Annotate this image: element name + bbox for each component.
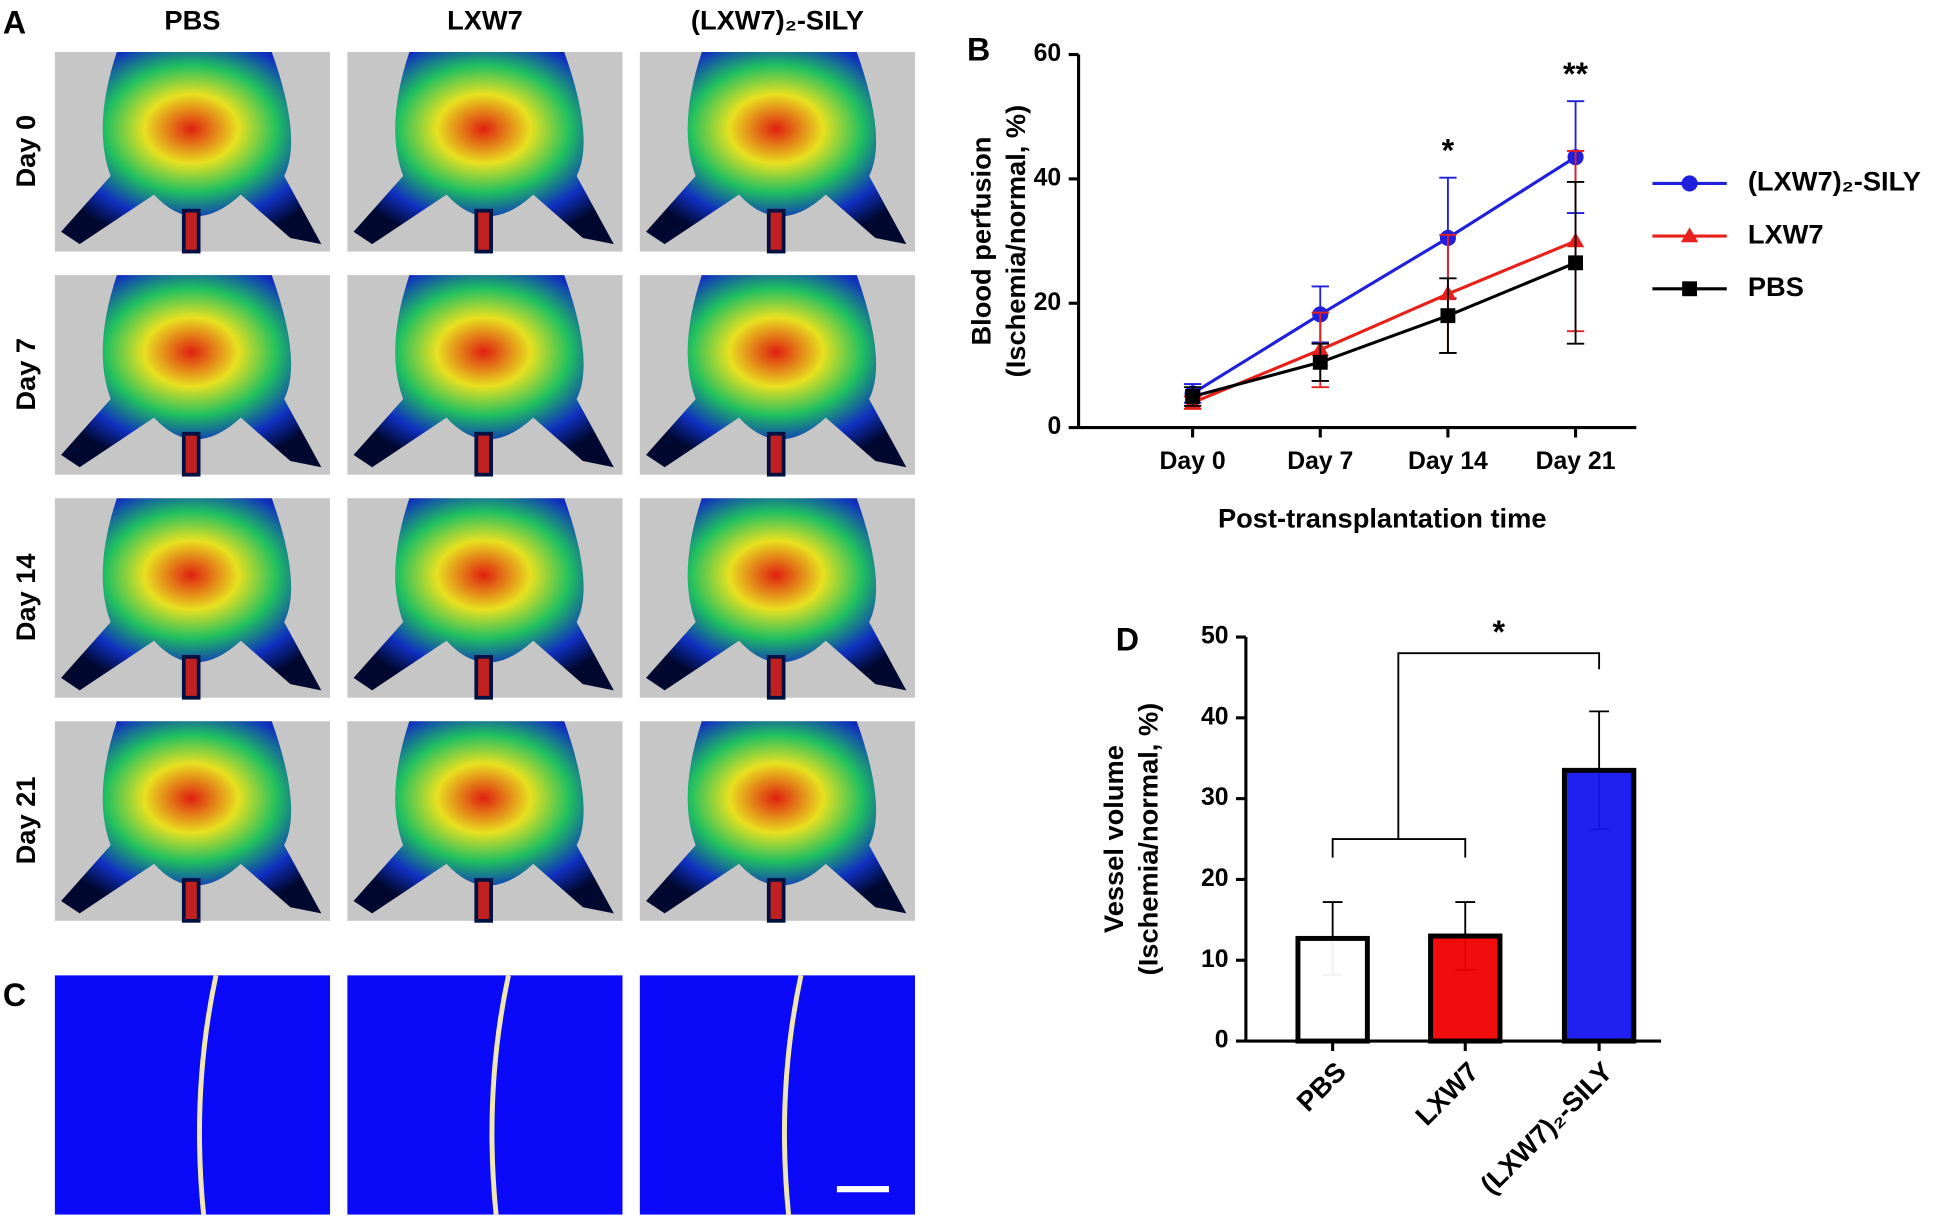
perfusion-tail bbox=[181, 878, 201, 923]
x-tick-label: LXW7 bbox=[1409, 1056, 1484, 1131]
row-label: Day 14 bbox=[10, 553, 41, 642]
marker bbox=[1185, 389, 1201, 404]
vessel-image bbox=[54, 975, 331, 1215]
y-tick-label: 40 bbox=[1201, 703, 1229, 730]
x-tick-label: Day 7 bbox=[1287, 448, 1353, 475]
x-axis-label: Post-transplantation time bbox=[1218, 503, 1547, 534]
series-line bbox=[1191, 155, 1577, 395]
perfusion-tail bbox=[766, 878, 786, 923]
perfusion-tail bbox=[766, 654, 786, 700]
perfusion-tail bbox=[181, 654, 201, 700]
perfusion-body bbox=[646, 52, 907, 245]
x-tick-label: (LXW7)₂-SILY bbox=[1474, 1056, 1618, 1200]
legend-label: PBS bbox=[1748, 271, 1804, 302]
y-tick-label: 20 bbox=[1201, 865, 1229, 892]
perfusion-body bbox=[61, 275, 322, 468]
charts: B 0 20 40 60 Day 0 Day 7 Day 14 Day 21 Post-trans… bbox=[965, 32, 1921, 1200]
perfusion-tail bbox=[474, 654, 493, 700]
perfusion-body bbox=[353, 52, 614, 245]
perfusion-body bbox=[61, 52, 322, 245]
legend-label: LXW7 bbox=[1748, 218, 1824, 249]
perfusion-tail bbox=[181, 431, 201, 477]
perfusion-tail bbox=[474, 878, 493, 923]
perfusion-body bbox=[61, 721, 322, 914]
perfusion-body bbox=[646, 275, 907, 468]
row-label: Day 0 bbox=[10, 115, 41, 188]
marker bbox=[1568, 255, 1583, 271]
vessel-image bbox=[639, 975, 915, 1215]
y-axis-label: (Ischemia/normal, %) bbox=[1133, 703, 1164, 976]
perfusion-body bbox=[353, 498, 614, 691]
vessel-image bbox=[347, 975, 623, 1215]
column-header: PBS bbox=[164, 5, 220, 36]
marker bbox=[1440, 308, 1456, 324]
bar bbox=[1561, 767, 1637, 1044]
perfusion-tail bbox=[474, 208, 493, 254]
column-header: (LXW7)₂-SILY bbox=[691, 5, 864, 36]
perfusion-tail bbox=[474, 431, 493, 477]
y-tick-label: 0 bbox=[1215, 1027, 1229, 1054]
perfusion-body bbox=[353, 275, 614, 468]
legend-marker bbox=[1682, 281, 1698, 297]
significance: ** bbox=[1563, 56, 1589, 92]
perfusion-tail bbox=[766, 208, 786, 254]
significance: * bbox=[1492, 614, 1505, 650]
x-tick-label: Day 14 bbox=[1408, 448, 1488, 475]
y-tick-label: 30 bbox=[1201, 784, 1229, 811]
bar bbox=[1295, 935, 1370, 1044]
perfusion-tail bbox=[766, 431, 786, 477]
y-tick-label: 60 bbox=[1034, 40, 1062, 67]
bar bbox=[1428, 933, 1503, 1044]
legend-marker bbox=[1680, 227, 1699, 243]
significance: * bbox=[1442, 132, 1455, 168]
x-tick-label: Day 0 bbox=[1160, 448, 1226, 475]
series-line bbox=[1192, 239, 1577, 405]
column-header: LXW7 bbox=[447, 5, 523, 36]
marker bbox=[1312, 354, 1328, 370]
perfusion-body bbox=[61, 498, 322, 691]
y-tick-label: 10 bbox=[1201, 946, 1229, 973]
row-label: Day 7 bbox=[10, 338, 41, 411]
y-tick-label: 50 bbox=[1201, 623, 1229, 650]
legend-marker bbox=[1681, 175, 1698, 192]
vessel bbox=[489, 974, 511, 1215]
y-axis-label: (Ischemia/normal, %) bbox=[1000, 105, 1031, 378]
panel-letter: C bbox=[3, 977, 26, 1013]
x-tick-label: PBS bbox=[1290, 1056, 1352, 1118]
panel-letter: B bbox=[967, 32, 990, 68]
perfusion-body bbox=[353, 721, 614, 914]
perfusion-tail bbox=[181, 208, 201, 254]
y-tick-label: 20 bbox=[1034, 289, 1062, 316]
x-tick-label: Day 21 bbox=[1536, 448, 1616, 475]
vessel bbox=[781, 974, 804, 1215]
y-tick-label: 0 bbox=[1047, 413, 1061, 440]
legend-label: (LXW7)₂-SILY bbox=[1748, 166, 1921, 197]
perfusion-body bbox=[646, 498, 907, 691]
row-label: Day 21 bbox=[10, 777, 41, 865]
perfusion-body bbox=[646, 721, 907, 914]
y-tick-label: 40 bbox=[1034, 164, 1062, 191]
y-axis-label: Blood perfusion bbox=[965, 137, 996, 346]
vessel bbox=[197, 974, 219, 1215]
series-line bbox=[1192, 261, 1577, 398]
panel-c: C bbox=[3, 974, 915, 1215]
bracket bbox=[1331, 652, 1601, 858]
panel-letter: D bbox=[1116, 621, 1139, 657]
panel-letter: A bbox=[3, 4, 26, 40]
y-axis-label: Vessel volume bbox=[1098, 745, 1129, 933]
scale-bar bbox=[836, 1186, 889, 1193]
panel-a: A PBS LXW7 (LXW7)₂-SILY Day 0 Day 7 Day 14 Day … bbox=[3, 4, 915, 923]
